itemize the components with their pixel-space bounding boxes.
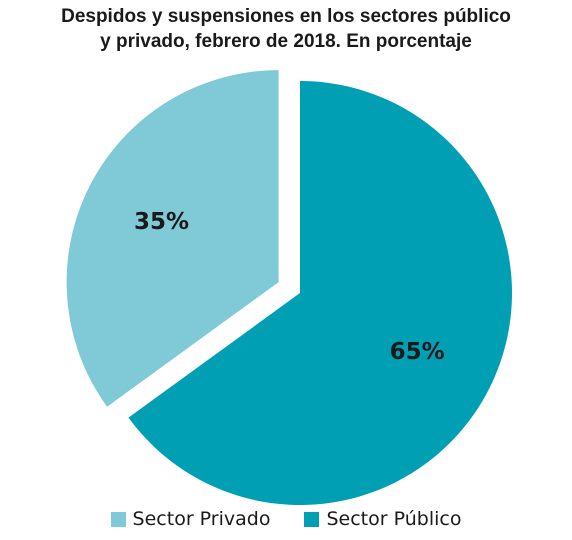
chart-title-line-2: y privado, febrero de 2018. En porcentaj… bbox=[100, 31, 472, 52]
pie-label-sector-privado: 35% bbox=[134, 209, 189, 235]
legend-label-sector-publico: Sector Público bbox=[326, 508, 462, 530]
legend-swatch-sector-privado bbox=[110, 511, 126, 527]
legend-swatch-sector-publico bbox=[304, 511, 320, 527]
pie-label-sector-publico: 65% bbox=[390, 339, 445, 365]
chart-title-line-1: Despidos y suspensiones en los sectores … bbox=[61, 6, 511, 27]
pie-slice-sector-publico bbox=[128, 81, 512, 506]
legend-item-sector-publico: Sector Público bbox=[304, 508, 461, 530]
legend-item-sector-privado: Sector Privado bbox=[110, 508, 271, 530]
legend-label-sector-privado: Sector Privado bbox=[132, 508, 271, 530]
pie-slice-sector-privado bbox=[66, 70, 279, 407]
legend: Sector Privado Sector Público bbox=[0, 508, 572, 530]
chart-title: Despidos y suspensiones en los sectores … bbox=[0, 4, 572, 54]
